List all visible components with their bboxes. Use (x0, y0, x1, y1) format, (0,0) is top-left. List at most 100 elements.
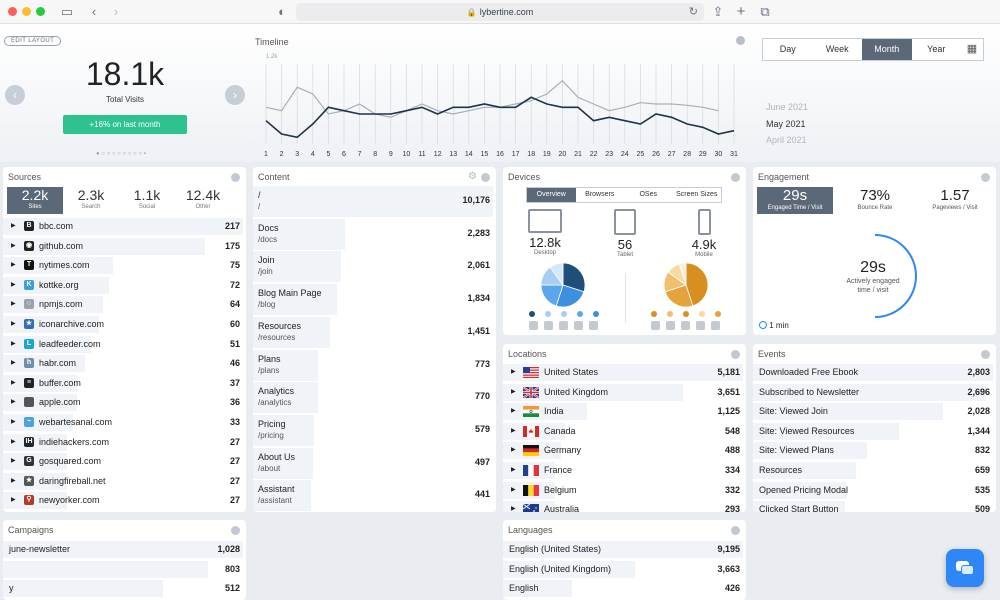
panel-options-icon[interactable] (481, 173, 490, 182)
expand-caret-icon[interactable]: ▶ (11, 301, 16, 308)
source-row[interactable]: ▶ ~ webartesanal.com 33 (3, 413, 246, 433)
content-row[interactable]: Join/join 2,061 (253, 250, 496, 283)
expand-caret-icon[interactable]: ▶ (11, 242, 16, 249)
expand-caret-icon[interactable]: ▶ (11, 438, 16, 445)
expand-caret-icon[interactable]: ▶ (11, 360, 16, 367)
locations-row[interactable]: ▶ India 1,125 (503, 402, 746, 422)
source-row[interactable]: ▶ ≡ buffer.com 37 (3, 374, 246, 394)
expand-caret-icon[interactable]: ▶ (11, 399, 16, 406)
panel-options-icon[interactable] (981, 350, 990, 359)
source-row[interactable]: ▶ h habr.com 46 (3, 354, 246, 374)
panel-options-icon[interactable] (731, 173, 740, 182)
month-item-selected[interactable]: May 2021 (766, 118, 806, 129)
chat-button[interactable] (946, 549, 984, 587)
events-row[interactable]: Subscribed to Newsletter 2,696 (753, 383, 996, 403)
pie-slice[interactable] (664, 284, 694, 308)
panel-options-icon[interactable] (731, 350, 740, 359)
source-row[interactable]: ▶ ⚲ newyorker.com 27 (3, 491, 246, 511)
events-row[interactable]: Downloaded Free Ebook 2,803 (753, 363, 996, 383)
devices-tab-browsers[interactable]: Browsers (585, 191, 615, 198)
events-row[interactable]: Site: Viewed Resources 1,344 (753, 422, 996, 442)
devices-tab-oses[interactable]: OSes (639, 191, 657, 198)
calendar-icon[interactable]: ▦ (966, 43, 978, 55)
content-row[interactable]: Plans/plans 773 (253, 349, 496, 382)
campaigns-row[interactable]: y 512 (3, 579, 246, 599)
pie-slice[interactable] (685, 262, 709, 307)
locations-row[interactable]: ▶ Germany 488 (503, 441, 746, 461)
expand-caret-icon[interactable]: ▶ (11, 419, 16, 425)
period-month-tab[interactable]: Month (862, 39, 912, 60)
languages-row[interactable]: English 426 (503, 579, 746, 599)
pie-slice[interactable] (562, 262, 586, 293)
forward-icon[interactable]: › (113, 4, 119, 19)
stat-pager-dots[interactable]: ● ○ ○ ○ ○ ○ ○ ○ ○ ▪ (96, 151, 146, 157)
engagement-tab-bounce[interactable]: 73% Bounce Rate (857, 187, 893, 211)
locations-row[interactable]: ▶ France 334 (503, 461, 746, 481)
expand-caret-icon[interactable]: ▶ (511, 467, 516, 473)
expand-caret-icon[interactable]: ▶ (11, 477, 16, 484)
panel-options-icon[interactable] (981, 173, 990, 182)
expand-caret-icon[interactable]: ▶ (511, 427, 516, 434)
campaigns-row[interactable]: june-newsletter 1,028 (3, 540, 246, 560)
expand-caret-icon[interactable]: ▶ (511, 506, 516, 512)
back-icon[interactable]: ‹ (91, 4, 97, 19)
panel-options-icon[interactable] (231, 173, 240, 182)
next-stat-arrow-icon[interactable]: › (225, 85, 245, 105)
panel-options-icon[interactable] (731, 526, 740, 535)
expand-caret-icon[interactable]: ▶ (11, 223, 16, 229)
source-row[interactable]: ▶ ◉ github.com 175 (3, 237, 246, 257)
locations-row[interactable]: ▶ Belgium 332 (503, 481, 746, 501)
source-row[interactable]: ▶ ★ daringfireball.net 27 (3, 472, 246, 492)
panel-options-icon[interactable] (231, 526, 240, 535)
events-row[interactable]: Resources 659 (753, 461, 996, 481)
close-window-button[interactable] (8, 7, 17, 16)
devices-tab-overview[interactable]: Overview (527, 188, 576, 202)
settings-gear-icon[interactable]: ⚙ (468, 171, 477, 182)
source-row[interactable]: ▶ apple.com 36 (3, 393, 246, 413)
edit-layout-button[interactable]: EDIT LAYOUT (4, 36, 62, 46)
tabs-overview-icon[interactable]: ⧉ (760, 4, 770, 19)
languages-row[interactable]: English (United States) 9,195 (503, 540, 746, 560)
pie-slice[interactable] (555, 284, 585, 308)
expand-caret-icon[interactable]: ▶ (11, 379, 16, 386)
device-desktop[interactable]: 12.8k Desktop (515, 209, 575, 256)
period-day-tab[interactable]: Day (779, 44, 796, 54)
content-row[interactable]: / / 10,176 (253, 185, 496, 218)
languages-row[interactable]: English (United Kingdom) 3,663 (503, 560, 746, 580)
sources-tab-other[interactable]: 12.4k Other (185, 187, 221, 210)
source-row[interactable]: ▶ ★ iconarchive.com 60 (3, 315, 246, 335)
source-row[interactable]: ▶ ○ npmjs.com 64 (3, 295, 246, 315)
sidebar-toggle-icon[interactable]: ▭ (60, 4, 74, 19)
expand-caret-icon[interactable]: ▶ (11, 321, 16, 327)
share-icon[interactable]: ⇪ (712, 4, 724, 19)
campaigns-row[interactable]: 803 (3, 560, 246, 580)
sources-tab-sites[interactable]: 2.2k Sites (7, 187, 63, 214)
events-row[interactable]: Site: Viewed Plans 832 (753, 441, 996, 461)
device-tablet[interactable]: 56 Tablet (595, 209, 655, 258)
sources-tab-social[interactable]: 1.1k Social (133, 187, 161, 210)
locations-row[interactable]: ▶ Australia 293 (503, 500, 746, 512)
content-row[interactable]: Assistant/assistant 441 (253, 479, 496, 512)
device-mobile[interactable]: 4.9k Mobile (674, 209, 734, 258)
minimize-window-button[interactable] (22, 7, 31, 16)
content-row[interactable]: Analytics/analytics 770 (253, 381, 496, 414)
events-row[interactable]: Opened Pricing Modal 535 (753, 481, 996, 501)
expand-caret-icon[interactable]: ▶ (11, 281, 16, 288)
locations-row[interactable]: ▶ United Kingdom 3,651 (503, 383, 746, 403)
sources-tab-search[interactable]: 2.3k Search (77, 187, 105, 210)
address-bar[interactable]: 🔒 lybertine.com ↻ (296, 3, 704, 21)
content-row[interactable]: Pricing/pricing 579 (253, 414, 496, 447)
privacy-shield-icon[interactable]: ◐ (278, 4, 286, 19)
expand-caret-icon[interactable]: ▶ (11, 458, 16, 465)
expand-caret-icon[interactable]: ▶ (511, 447, 516, 454)
engagement-tab-pageviews[interactable]: 1.57 Pageviews / Visit (932, 187, 978, 211)
locations-row[interactable]: ▶ Canada 548 (503, 422, 746, 442)
pie-slice[interactable] (678, 262, 687, 286)
engagement-tab-time[interactable]: 29s Engaged Time / Visit (757, 187, 833, 214)
events-row[interactable]: Clicked Start Button 509 (753, 500, 996, 512)
events-row[interactable]: Site: Viewed Join 2,028 (753, 402, 996, 422)
expand-caret-icon[interactable]: ▶ (511, 388, 516, 395)
